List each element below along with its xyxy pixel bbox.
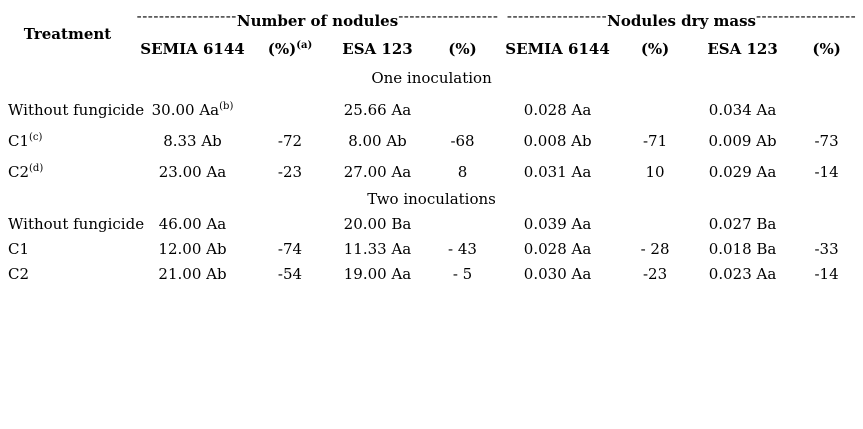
pct-cell [425, 211, 500, 236]
treatment-cell: Without fungicide [0, 94, 144, 125]
table-row-without-fungicide: Without fungicide 46.00 Aa 20.00 Ba 0.03… [0, 211, 863, 236]
pct-cell [790, 211, 863, 236]
group-header-row: Treatment ------------------Number of no… [0, 6, 863, 43]
value-cell: 0.034 Aa [708, 100, 777, 119]
pct-cell: 8 [457, 162, 468, 181]
treatment-header-label: Treatment [23, 25, 112, 43]
pct-cell: -54 [277, 264, 303, 283]
section-header-row: Two inoculations [0, 187, 863, 211]
pct-cell: -68 [450, 131, 475, 150]
section-title-two-inoculations: Two inoculations [367, 190, 496, 208]
value-cell: 0.008 Ab [523, 131, 592, 150]
value-cell: 8.00 Ab [348, 131, 407, 150]
value-cell: 46.00 Aa [158, 214, 227, 233]
treatment-cell: C1(c) [0, 125, 135, 156]
value-cell: 0.009 Ab [708, 131, 777, 150]
pct-cell: -73 [814, 131, 839, 150]
treatment-cell: C2(d) [0, 156, 135, 187]
table-row-c1: C1(c) 8.33 Ab -72 8.00 Ab -68 0.008 Ab -… [0, 125, 863, 156]
pct-cell [250, 211, 330, 236]
dash-rule-right: ------------------ [398, 7, 499, 25]
footnote-marker-b: (b) [219, 100, 234, 112]
pct-cell [615, 211, 695, 236]
value-cell: 23.00 Aa [158, 162, 227, 181]
col-header-pct-a: (%)(a) [267, 40, 313, 58]
value-cell: 0.030 Aa [523, 264, 592, 283]
pct-cell: -74 [277, 239, 303, 258]
value-cell: 0.018 Ba [708, 239, 777, 258]
pct-cell [425, 94, 500, 125]
table-row-without-fungicide: Without fungicide 30.00 Aa(b) 25.66 Aa 0… [0, 94, 863, 125]
pct-cell: - 28 [640, 239, 670, 258]
footnote-marker-c: (c) [29, 131, 43, 143]
value-cell: 30.00 Aa(b) [151, 100, 234, 119]
pct-cell: -33 [814, 239, 839, 258]
pct-cell: -72 [277, 131, 303, 150]
results-table: Treatment ------------------Number of no… [0, 6, 863, 286]
col-header-pct: (%) [448, 40, 477, 58]
treatment-label: C2 [8, 264, 30, 283]
pct-cell: -23 [642, 264, 668, 283]
group2-label: Nodules dry mass [607, 12, 756, 30]
pct-cell: - 43 [448, 239, 477, 258]
value-cell: 0.023 Aa [708, 264, 777, 283]
value-cell: 11.33 Aa [343, 239, 412, 258]
column-header-row: SEMIA 6144 (%)(a) ESA 123 (%) SEMIA 6144… [0, 36, 863, 62]
value-cell: 0.028 Aa [523, 239, 592, 258]
dash-rule-left: ------------------ [506, 7, 608, 25]
value-cell: 12.00 Ab [158, 239, 227, 258]
value-cell: 8.33 Ab [163, 131, 222, 150]
dash-rule-right: ------------------ [755, 7, 857, 25]
value-cell: 20.00 Ba [343, 214, 412, 233]
section-header-row: One inoculation [0, 62, 863, 94]
table-row-c2: C2 21.00 Ab -54 19.00 Aa - 5 0.030 Aa -2… [0, 261, 863, 286]
group-header-nodules-dry-mass: ------------------Nodules dry mass------… [500, 6, 863, 36]
footnote-marker-d: (d) [29, 162, 44, 174]
section-title-one-inoculation: One inoculation [371, 69, 492, 87]
value-cell: 0.027 Ba [708, 214, 777, 233]
value-cell: 19.00 Aa [343, 264, 412, 283]
value-cell: 0.029 Aa [708, 162, 777, 181]
pct-cell: -71 [642, 131, 668, 150]
col-header-semia-6144-mass: SEMIA 6144 [505, 40, 610, 58]
group-header-number-of-nodules: ------------------Number of nodules-----… [135, 6, 500, 36]
table-row-c2: C2(d) 23.00 Aa -23 27.00 Aa 8 0.031 Aa 1… [0, 156, 863, 187]
pct-cell: -14 [814, 264, 839, 283]
value-cell: 27.00 Aa [343, 162, 412, 181]
value-cell: 0.031 Aa [523, 162, 592, 181]
pct-cell: -23 [277, 162, 303, 181]
treatment-cell: Without fungicide [0, 211, 144, 236]
col-header-pct: (%) [640, 40, 670, 58]
col-header-semia-6144-nodules: SEMIA 6144 [140, 40, 245, 58]
treatment-column-header: Treatment [0, 6, 135, 62]
pct-cell [790, 94, 863, 125]
treatment-cell: C1 [0, 236, 135, 261]
value-cell: 0.039 Aa [523, 214, 592, 233]
col-header-pct: (%) [812, 40, 841, 58]
value-cell: 0.028 Aa [523, 100, 592, 119]
treatment-label: C1 [8, 131, 30, 150]
pct-cell [250, 94, 330, 125]
pct-cell: -14 [814, 162, 839, 181]
treatment-label: C1 [8, 239, 30, 258]
value-cell: 25.66 Aa [343, 100, 412, 119]
col-header-esa-123-nodules: ESA 123 [342, 40, 413, 58]
pct-cell: - 5 [452, 264, 473, 283]
dash-rule-left: ------------------ [136, 7, 237, 25]
table-row-c1: C1 12.00 Ab -74 11.33 Aa - 43 0.028 Aa -… [0, 236, 863, 261]
treatment-label: Without fungicide [8, 100, 145, 119]
col-header-esa-123-mass: ESA 123 [707, 40, 778, 58]
treatment-label: C2 [8, 162, 30, 181]
treatment-label: Without fungicide [8, 214, 145, 233]
treatment-cell: C2 [0, 261, 135, 286]
pct-cell: 10 [645, 162, 665, 181]
value-cell: 21.00 Ab [158, 264, 227, 283]
footnote-marker-a: (a) [296, 40, 313, 51]
pct-cell [615, 94, 695, 125]
group1-label: Number of nodules [236, 12, 399, 30]
